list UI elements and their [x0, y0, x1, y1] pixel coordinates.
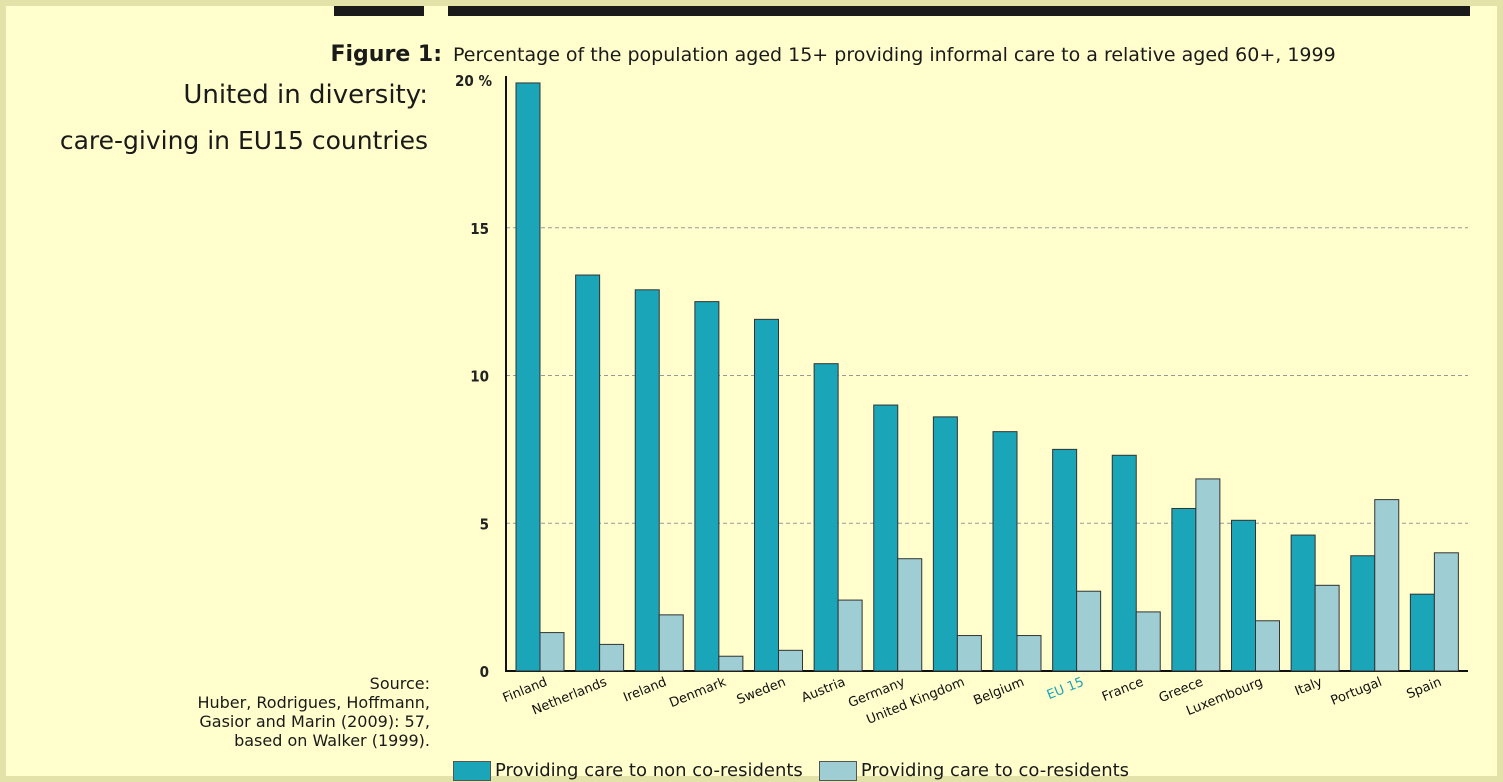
bar-coresidents — [718, 655, 744, 672]
bar-coresidents — [599, 643, 625, 672]
bar-coresidents — [837, 599, 863, 672]
bar-non-coresidents — [694, 301, 720, 672]
bar-coresidents — [658, 614, 684, 672]
bar-non-coresidents — [515, 82, 541, 672]
legend-label-non-coresidents: Providing care to non co-residents — [495, 760, 803, 781]
bar-non-coresidents — [754, 318, 779, 672]
side-title-line2: care-giving in EU15 countries — [59, 126, 428, 155]
bar-coresidents — [539, 632, 565, 672]
bar-non-coresidents — [1111, 454, 1137, 672]
bar-coresidents — [778, 649, 803, 672]
x-tick-label: France — [1100, 675, 1146, 705]
y-tick-label: 20 % — [455, 72, 492, 90]
x-tick-label: Austria — [799, 675, 847, 706]
bar-non-coresidents — [1052, 448, 1078, 672]
legend-swatch-coresidents — [818, 760, 857, 781]
bar-coresidents — [1314, 584, 1340, 672]
legend-item-coresidents: Providing care to co-residents — [818, 760, 1130, 781]
legend-label-coresidents: Providing care to co-residents — [860, 760, 1130, 781]
bar-coresidents — [897, 558, 923, 672]
header-rule-right — [448, 6, 1470, 16]
chart-legend: Providing care to non co-residents Provi… — [453, 760, 1145, 781]
y-tick-label: 10 — [470, 368, 489, 386]
bar-non-coresidents — [1231, 519, 1256, 672]
y-tick-label: 15 — [470, 220, 489, 238]
bar-coresidents — [1076, 590, 1102, 672]
bar-non-coresidents — [873, 404, 899, 672]
bar-coresidents — [1374, 499, 1400, 672]
legend-swatch-non-coresidents — [453, 760, 491, 781]
bar-coresidents — [1195, 478, 1221, 672]
bar-non-coresidents — [1171, 507, 1197, 672]
bar-non-coresidents — [813, 363, 839, 672]
x-tick-label: Belgium — [971, 675, 1026, 709]
y-tick-label: 0 — [480, 663, 489, 681]
x-tick-label: Italy — [1293, 675, 1325, 700]
header-rule-left — [334, 6, 424, 16]
y-tick-label: 5 — [480, 515, 489, 533]
figure-title: Percentage of the population aged 15+ pr… — [453, 44, 1336, 66]
x-tick-label: Sweden — [735, 675, 788, 708]
x-tick-label: Spain — [1405, 675, 1444, 703]
side-title-line1: United in diversity: — [183, 80, 428, 110]
legend-item-non-coresidents: Providing care to non co-residents — [453, 760, 803, 781]
bar-coresidents — [1135, 611, 1161, 672]
bar-non-coresidents — [932, 416, 958, 672]
x-tick-label: EU 15 — [1045, 675, 1086, 703]
bar-coresidents — [1255, 620, 1280, 672]
frame-left-border — [0, 0, 6, 782]
bar-non-coresidents — [992, 431, 1018, 672]
bar-non-coresidents — [1290, 534, 1316, 672]
bar-non-coresidents — [634, 289, 660, 672]
frame-top-border — [0, 0, 1503, 6]
bar-non-coresidents — [1409, 593, 1435, 672]
x-tick-label: Denmark — [667, 675, 728, 711]
source-note: Source: Huber, Rodrigues, Hoffmann, Gasi… — [197, 674, 430, 750]
bar-coresidents — [1433, 552, 1459, 672]
bar-coresidents — [956, 635, 982, 672]
frame-bottom-border — [0, 776, 1503, 782]
x-tick-label: Ireland — [621, 675, 668, 706]
x-tick-label: Portugal — [1329, 675, 1385, 709]
bar-non-coresidents — [575, 274, 601, 672]
frame-right-border — [1497, 0, 1503, 782]
bar-coresidents — [1016, 635, 1042, 672]
bar-non-coresidents — [1350, 555, 1376, 672]
figure-label: Figure 1: — [330, 42, 442, 67]
